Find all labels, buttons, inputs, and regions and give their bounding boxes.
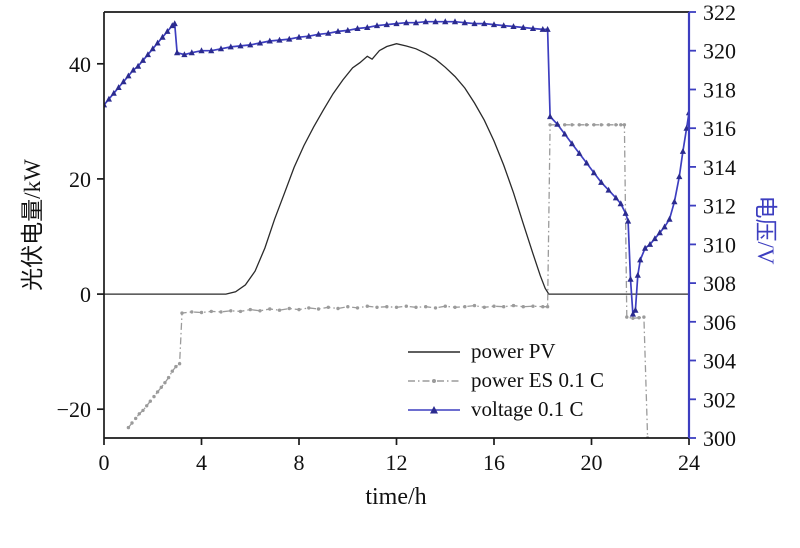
legend-item-voltage: voltage 0.1 C: [406, 395, 604, 424]
svg-text:20: 20: [69, 167, 91, 192]
svg-text:306: 306: [703, 310, 736, 335]
svg-text:320: 320: [703, 39, 736, 64]
svg-text:308: 308: [703, 271, 736, 296]
svg-text:300: 300: [703, 426, 736, 451]
legend-label-power-pv: power PV: [471, 339, 556, 363]
svg-text:316: 316: [703, 116, 736, 141]
svg-text:20: 20: [581, 450, 603, 475]
svg-text:0: 0: [80, 282, 91, 307]
es-dashdot-swatch-icon: [408, 378, 460, 383]
svg-text:0: 0: [99, 450, 110, 475]
voltage-line-swatch-icon: [408, 405, 460, 413]
svg-text:312: 312: [703, 194, 736, 219]
svg-text:322: 322: [703, 0, 736, 25]
svg-text:302: 302: [703, 387, 736, 412]
svg-text:4: 4: [196, 450, 207, 475]
svg-text:318: 318: [703, 78, 736, 103]
legend-item-power-pv: power PV: [406, 337, 604, 366]
legend-item-power-es: power ES 0.1 C: [406, 366, 604, 395]
x-axis-label: time/h: [365, 484, 427, 510]
right-axis-label: 电压/V: [753, 195, 778, 265]
legend-label-power-es: power ES 0.1 C: [471, 368, 604, 392]
pv-line-swatch-icon: [408, 350, 460, 353]
svg-text:314: 314: [703, 155, 736, 180]
svg-text:8: 8: [294, 450, 305, 475]
svg-text:24: 24: [678, 450, 700, 475]
left-axis-label: 光伏电量/kW: [20, 159, 45, 291]
svg-text:16: 16: [483, 450, 505, 475]
svg-text:310: 310: [703, 232, 736, 257]
svg-text:304: 304: [703, 349, 736, 374]
legend-label-voltage: voltage 0.1 C: [471, 397, 584, 421]
svg-text:12: 12: [386, 450, 408, 475]
legend: power PV power ES 0.1 C voltage 0.1 C: [406, 337, 604, 424]
svg-text:40: 40: [69, 52, 91, 77]
svg-text:−20: −20: [57, 397, 91, 422]
